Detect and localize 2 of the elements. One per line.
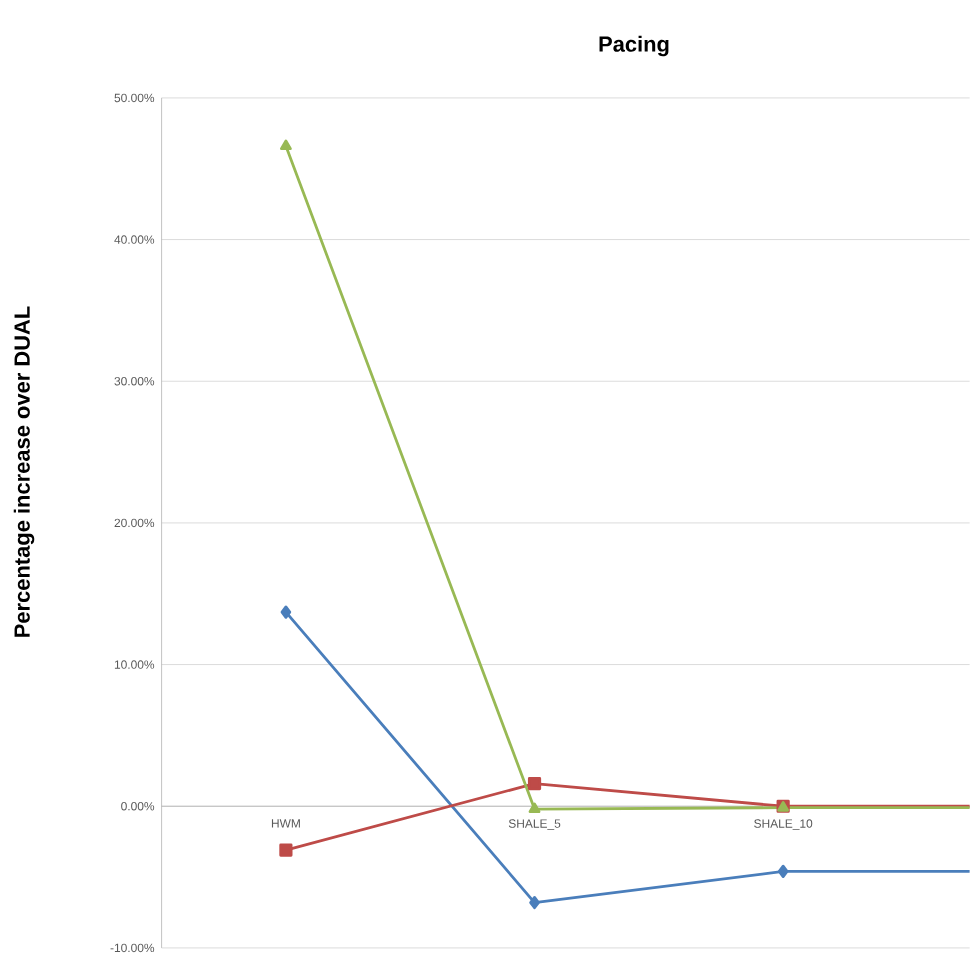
y-axis-title: Percentage increase over DUAL — [13, 306, 35, 637]
chart-title: Pacing — [599, 35, 669, 57]
